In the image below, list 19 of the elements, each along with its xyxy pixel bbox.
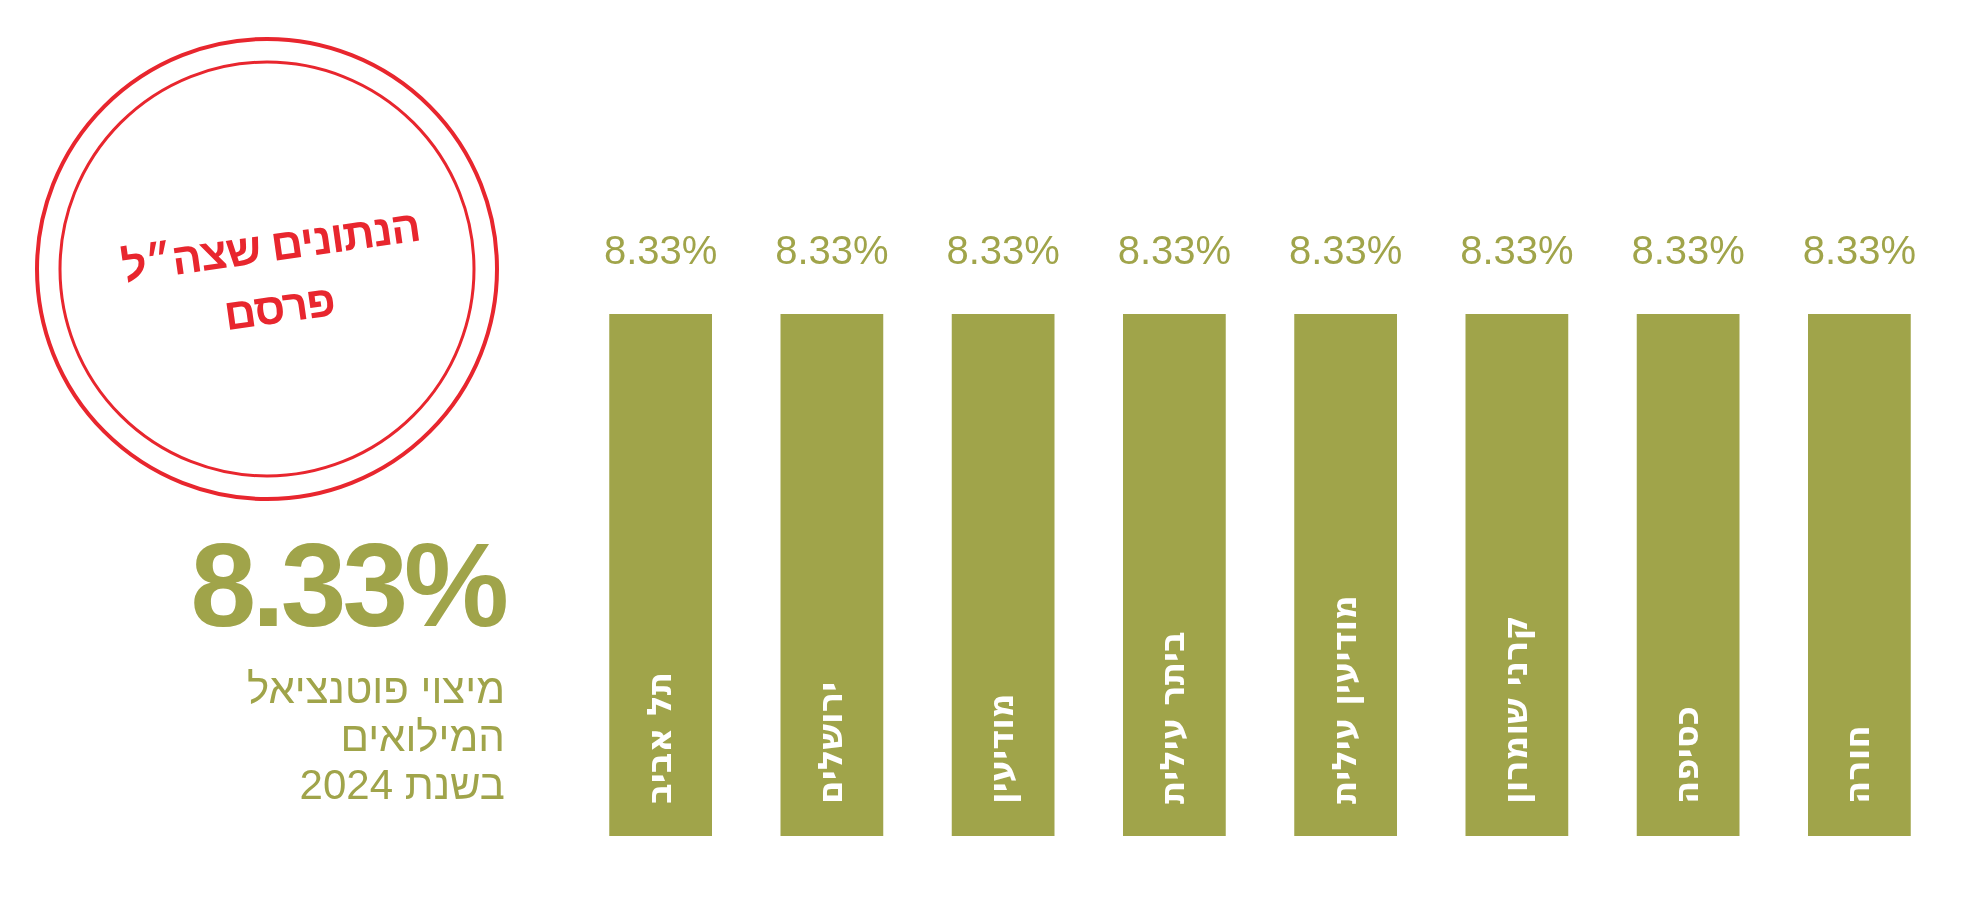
data-label: 8.33%	[1631, 228, 1745, 272]
x-tick-label: כסיפה	[1666, 705, 1707, 804]
x-tick-label: ביתר עילית	[1152, 631, 1193, 804]
x-tick-label: קרני שומרון	[1494, 615, 1535, 804]
data-label: 8.33%	[775, 228, 889, 272]
x-tick-label: מודיעין עילית	[1323, 595, 1364, 804]
data-label: 8.33%	[1288, 228, 1403, 272]
data-label: 8.33%	[1802, 228, 1917, 272]
x-tick-label: חורה	[1837, 725, 1878, 804]
data-label: 8.33%	[1460, 228, 1574, 272]
text: מיצוי פוטנציאל המילואים בשנת 2024	[246, 665, 505, 809]
data-label: 8.33%	[946, 228, 1060, 272]
data-label: 8.33%	[1117, 228, 1232, 272]
data-label: 8.33%	[603, 228, 718, 272]
text: 8.33%	[189, 519, 505, 651]
x-tick-label: תל אביב	[638, 672, 679, 804]
x-tick-label: ירושלים	[809, 681, 850, 804]
text: הנתונים שצה״ל פרסם	[117, 199, 424, 342]
x-tick-label: מודיעין	[981, 693, 1022, 804]
